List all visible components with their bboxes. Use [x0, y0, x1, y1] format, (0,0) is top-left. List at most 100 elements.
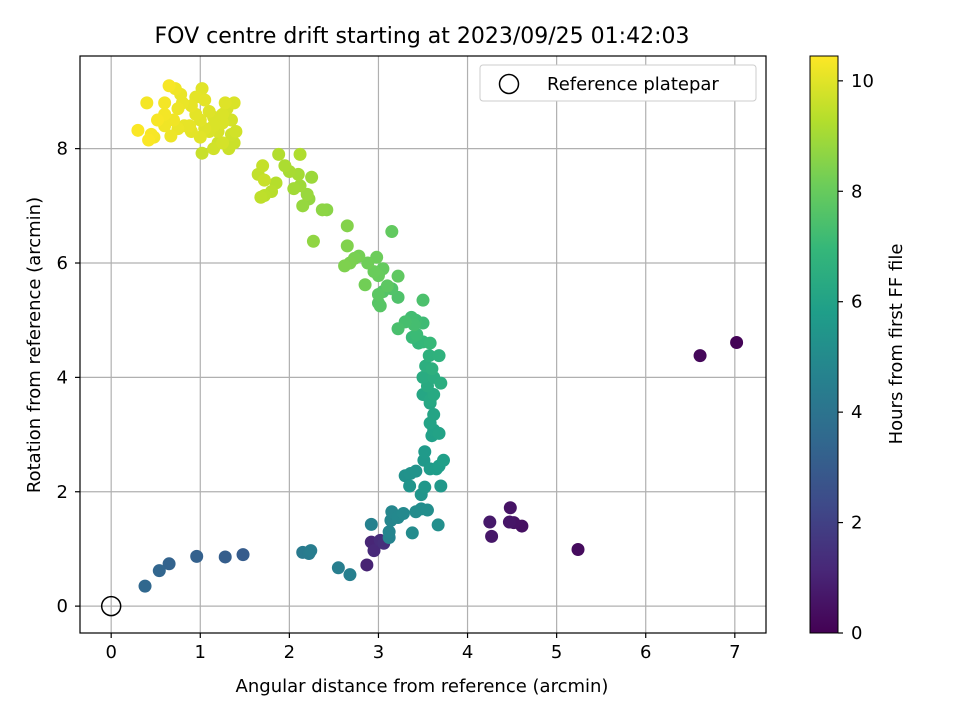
y-axis-ticks: 0 2 4 6 8 [57, 139, 80, 617]
data-point [227, 96, 241, 110]
data-point [190, 549, 204, 563]
colorbar-gradient [809, 55, 839, 634]
data-point [434, 479, 448, 493]
data-point [382, 525, 396, 539]
data-point [418, 480, 432, 494]
data-point [164, 129, 178, 143]
data-point [304, 544, 318, 558]
data-point [385, 225, 399, 239]
data-point [431, 518, 445, 532]
data-point [162, 79, 176, 93]
x-tick-label: 1 [195, 642, 206, 663]
data-point [409, 464, 423, 478]
y-tick-label: 0 [57, 596, 68, 617]
data-point [296, 199, 310, 213]
data-point [202, 104, 216, 118]
colorbar-tick-label: 4 [851, 402, 862, 423]
data-point [131, 123, 145, 137]
data-point [485, 529, 499, 543]
data-point [361, 256, 375, 270]
data-point [434, 376, 448, 390]
data-point [140, 96, 154, 110]
data-point [278, 159, 292, 173]
data-point [306, 234, 320, 248]
legend-reference-marker [498, 73, 520, 95]
y-axis-label: Rotation from reference (arcmin) [24, 197, 45, 493]
data-point [287, 182, 301, 196]
data-point [425, 362, 439, 376]
data-point [396, 506, 410, 520]
colorbar-tick-label: 2 [851, 513, 862, 534]
data-point [371, 287, 385, 301]
colorbar: 0 2 4 6 8 10 Hours from first FF file [809, 55, 907, 644]
data-point [151, 113, 165, 127]
data-point [571, 543, 585, 557]
data-point [340, 239, 354, 253]
data-point [360, 558, 374, 572]
data-point [427, 408, 441, 422]
legend: Reference platepar [479, 64, 757, 102]
x-axis-label: Angular distance from reference (arcmin) [236, 676, 609, 697]
data-point [343, 568, 357, 582]
plot-frame [79, 55, 767, 634]
colorbar-label: Hours from first FF file [886, 244, 907, 445]
data-point [272, 147, 286, 161]
y-tick-label: 8 [57, 139, 68, 160]
colorbar-ticks: 0 2 4 6 8 10 [838, 71, 874, 644]
x-tick-label: 6 [640, 642, 651, 663]
data-point [358, 278, 372, 292]
data-point [331, 561, 345, 575]
data-point [403, 479, 417, 493]
chart-title: FOV centre drift starting at 2023/09/25 … [155, 24, 690, 49]
data-point [195, 146, 209, 160]
data-point [436, 453, 450, 467]
x-tick-label: 3 [373, 642, 384, 663]
data-point [422, 349, 436, 363]
reference-layer [100, 595, 122, 617]
data-point [198, 93, 212, 107]
y-tick-label: 4 [57, 367, 68, 388]
colorbar-tick-label: 0 [851, 623, 862, 644]
data-point [236, 548, 250, 562]
data-point [423, 336, 437, 350]
data-point [138, 579, 152, 593]
data-point [152, 564, 166, 578]
data-point [380, 279, 394, 293]
data-point [416, 370, 430, 384]
data-point [432, 349, 446, 363]
data-point [257, 173, 271, 187]
data-point [432, 426, 446, 440]
data-point [171, 102, 185, 116]
data-point [416, 293, 430, 307]
x-tick-label: 4 [462, 642, 473, 663]
data-point [693, 349, 707, 363]
x-axis-ticks: 0 1 2 3 4 5 6 7 [105, 633, 741, 663]
data-points [131, 79, 744, 593]
legend-entry-reference-platepar: Reference platepar [547, 74, 719, 95]
data-point [340, 219, 354, 233]
data-point [338, 259, 352, 273]
data-point [254, 190, 268, 204]
data-point [218, 550, 232, 564]
x-tick-label: 0 [105, 642, 116, 663]
data-point [391, 322, 405, 336]
data-point [502, 515, 516, 529]
grid-lines [80, 56, 766, 633]
data-point [418, 445, 432, 459]
data-point [216, 107, 230, 121]
data-point [315, 203, 329, 217]
x-tick-label: 2 [284, 642, 295, 663]
data-point [300, 187, 314, 201]
data-point [216, 136, 230, 150]
data-point [142, 133, 156, 147]
reference-point-marker [100, 595, 122, 617]
legend-box [479, 64, 757, 102]
data-point [218, 96, 232, 110]
data-point [293, 147, 307, 161]
y-tick-label: 6 [57, 253, 68, 274]
data-point [503, 501, 517, 515]
x-tick-label: 5 [551, 642, 562, 663]
data-point [373, 299, 387, 313]
colorbar-tick-label: 8 [851, 181, 862, 202]
